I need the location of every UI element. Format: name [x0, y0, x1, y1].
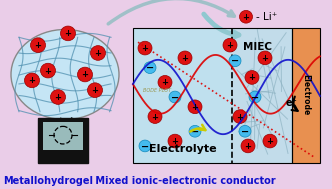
Bar [292, 28, 320, 163]
Text: - Li⁺: - Li⁺ [256, 12, 277, 22]
Text: +: + [44, 67, 51, 76]
Text: BODE PLOT: BODE PLOT [143, 88, 171, 93]
Circle shape [233, 110, 247, 123]
Circle shape [88, 83, 103, 98]
Text: +: + [95, 49, 102, 58]
Circle shape [249, 91, 261, 103]
Text: −: − [191, 127, 199, 137]
Circle shape [188, 100, 202, 114]
Text: e⁻: e⁻ [286, 98, 298, 108]
Circle shape [229, 55, 241, 67]
Bar [38, 118, 88, 163]
Text: +: + [141, 44, 148, 53]
Circle shape [158, 75, 172, 89]
Text: +: + [182, 54, 189, 63]
Text: +: + [172, 137, 179, 146]
Bar [133, 28, 292, 163]
Circle shape [31, 38, 45, 53]
Circle shape [168, 134, 182, 148]
Text: Electrode: Electrode [301, 74, 310, 116]
Bar [43, 122, 83, 150]
Text: Metallohydrogel: Metallohydrogel [3, 176, 93, 186]
Circle shape [178, 51, 192, 65]
Bar [232, 28, 292, 163]
Bar [292, 28, 320, 163]
Text: Electrolyte: Electrolyte [149, 144, 216, 154]
Text: Mixed ionic-electronic conductor: Mixed ionic-electronic conductor [92, 176, 276, 186]
Text: +: + [226, 41, 233, 50]
Circle shape [77, 67, 93, 82]
Text: +: + [192, 103, 199, 112]
Circle shape [169, 91, 181, 103]
Circle shape [241, 139, 255, 153]
Text: +: + [92, 86, 99, 95]
Text: −: − [251, 92, 259, 102]
Circle shape [148, 110, 162, 123]
Text: +: + [244, 142, 252, 151]
Text: +: + [267, 137, 274, 146]
Text: +: + [236, 113, 243, 122]
Circle shape [60, 26, 75, 41]
Circle shape [41, 63, 55, 78]
Text: −: − [146, 63, 154, 73]
Circle shape [239, 125, 251, 137]
Text: +: + [29, 76, 36, 85]
Text: +: + [242, 13, 250, 22]
Circle shape [139, 140, 151, 152]
Circle shape [223, 38, 237, 52]
Circle shape [138, 41, 152, 55]
Circle shape [189, 125, 201, 137]
Circle shape [239, 10, 253, 23]
Text: +: + [35, 41, 42, 50]
Bar [133, 28, 232, 163]
Ellipse shape [11, 29, 119, 119]
Text: +: + [248, 74, 256, 82]
Circle shape [91, 46, 106, 60]
Circle shape [263, 134, 277, 148]
Text: −: − [231, 56, 239, 66]
Text: +: + [151, 113, 158, 122]
Circle shape [258, 51, 272, 65]
Text: −: − [241, 127, 249, 137]
Circle shape [50, 90, 65, 104]
Text: +: + [64, 29, 71, 38]
Text: −: − [141, 141, 149, 151]
Circle shape [245, 70, 259, 84]
Circle shape [25, 73, 40, 88]
Text: +: + [161, 78, 169, 87]
Text: MIEC: MIEC [243, 42, 272, 52]
Text: +: + [54, 93, 61, 102]
Circle shape [144, 62, 156, 74]
Text: +: + [81, 70, 89, 80]
Text: +: + [262, 54, 269, 63]
Text: −: − [171, 92, 179, 102]
